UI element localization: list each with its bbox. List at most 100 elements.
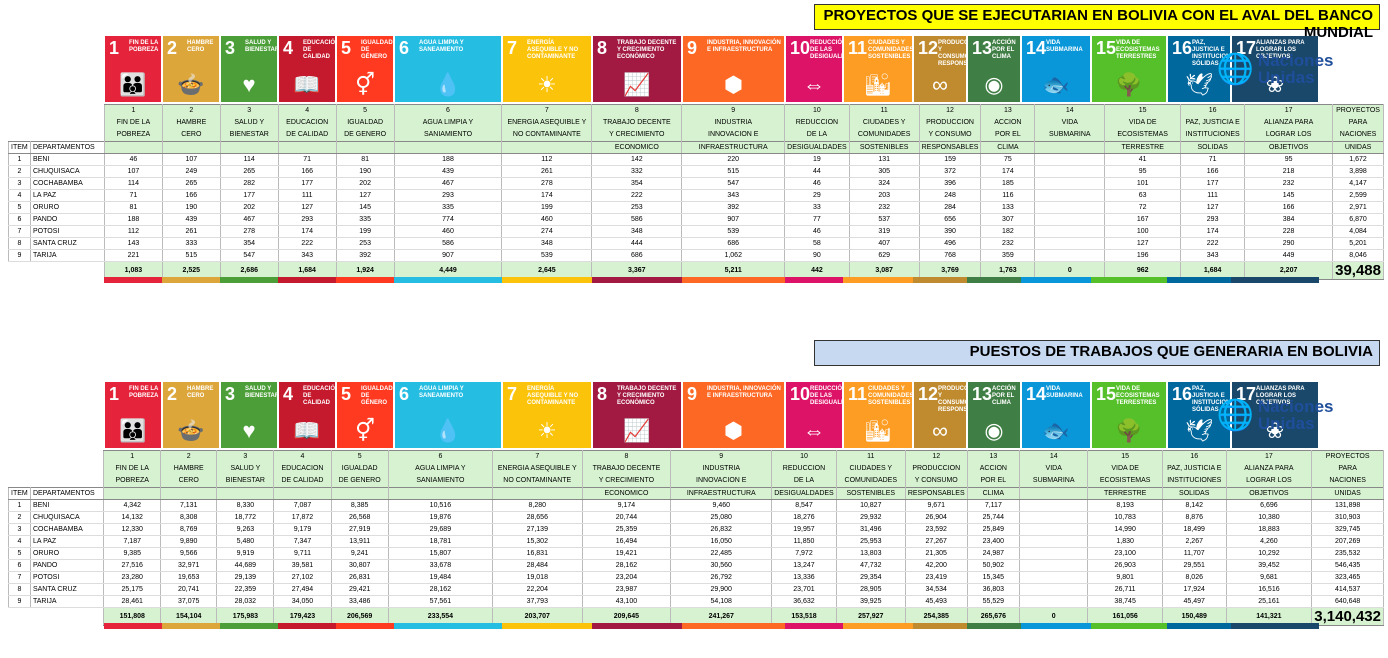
value-cell: 4,147 xyxy=(1332,177,1384,190)
sdg-title: ALIANZAS PARA LOGRAR LOS OBJETIVOS xyxy=(1256,40,1305,60)
value-cell: 81 xyxy=(103,201,163,214)
column-header-label: SOSTENIBLES xyxy=(848,141,920,154)
item-cell: 6 xyxy=(8,213,31,226)
value-cell: 19,653 xyxy=(160,571,218,584)
sdg-color-stripe xyxy=(162,623,220,629)
column-header-label: 12 xyxy=(918,104,982,117)
department-cell: SANTA CRUZ xyxy=(29,583,105,596)
sdg-title: PRODUCCIÓN Y CONSUMO RESPONSABLES xyxy=(938,386,966,413)
book-icon: 📖 xyxy=(293,418,321,443)
value-cell: 131,898 xyxy=(1311,499,1384,512)
item-cell: 2 xyxy=(8,165,31,178)
value-cell: 18,499 xyxy=(1161,523,1227,536)
sdg-color-stripe xyxy=(682,277,785,283)
column-header-label: PROYECTOS xyxy=(1311,450,1384,463)
total-cell: 1,684 xyxy=(277,261,337,280)
column-header-label: SOSTENIBLES xyxy=(835,487,906,500)
value-cell: 26,831 xyxy=(330,571,389,584)
value-cell: 9,671 xyxy=(904,499,968,512)
value-cell: 7,087 xyxy=(273,499,332,512)
column-header-label: BIENESTAR xyxy=(219,129,279,142)
rings-icon: ❀ xyxy=(1265,418,1285,443)
cubes-icon: ⬢ xyxy=(723,418,744,443)
city-icon: 🏙 xyxy=(864,418,892,443)
total-cell: 1,684 xyxy=(1180,261,1246,280)
column-header-label: CIUDADES Y xyxy=(835,463,906,475)
value-cell: 359 xyxy=(980,249,1036,262)
value-cell: 19,421 xyxy=(581,547,672,560)
column-header-label: 8 xyxy=(581,450,672,463)
column-header-label: INDUSTRIA xyxy=(681,117,786,129)
value-cell: 12,330 xyxy=(103,523,162,536)
sdg-title: PRODUCCIÓN Y CONSUMO RESPONSABLES xyxy=(938,40,966,67)
value-cell: 221 xyxy=(103,249,163,262)
sdg-7-tile: 7 ENERGÍA ASEQUIBLE Y NO CONTAMINANTE ☀ xyxy=(503,382,591,448)
sdg-2-tile: 2 HAMBRE CERO 🍲 xyxy=(163,382,219,448)
sdg-title: CIUDADES Y COMUNIDADES SOSTENIBLES xyxy=(868,40,912,60)
heartbeat-icon: ♥ xyxy=(242,72,256,97)
value-cell: 13,803 xyxy=(835,547,906,560)
value-cell: 278 xyxy=(501,177,593,190)
value-cell: 293 xyxy=(1180,213,1246,226)
column-header-label: 5 xyxy=(330,450,389,463)
value-cell: 203 xyxy=(848,189,920,202)
value-cell: 6,870 xyxy=(1332,213,1384,226)
column-header-label: ACCION xyxy=(980,117,1036,129)
sdg-number: 8 xyxy=(597,384,608,404)
value-cell: 329,745 xyxy=(1311,523,1384,536)
sdg-title: SALUD Y BIENESTAR xyxy=(245,40,277,53)
column-header-label: 13 xyxy=(980,104,1036,117)
value-cell: 43,100 xyxy=(581,595,672,608)
sdg-color-stripe xyxy=(502,277,592,283)
value-cell: 467 xyxy=(219,213,279,226)
value-cell: 37,075 xyxy=(160,595,218,608)
sdg-number: 4 xyxy=(283,384,294,404)
sdg-title: HAMBRE CERO xyxy=(187,40,214,53)
column-header-label: PROYECTOS xyxy=(1332,104,1384,117)
sdg-color-stripe xyxy=(1091,623,1167,629)
value-cell: 72 xyxy=(1104,201,1182,214)
value-cell: 133 xyxy=(980,201,1036,214)
sdg-number: 5 xyxy=(341,384,352,404)
column-header-label: DE LA xyxy=(771,475,837,488)
sdg-13-tile: 13 ACCIÓN POR EL CLIMA ◉ xyxy=(968,36,1020,102)
value-cell: 167 xyxy=(1104,213,1182,226)
value-cell: 332 xyxy=(591,165,683,178)
value-cell: 145 xyxy=(335,201,395,214)
value-cell: 222 xyxy=(591,189,683,202)
value-cell: 4,084 xyxy=(1332,225,1384,238)
value-cell: 177 xyxy=(277,177,337,190)
value-cell: 114 xyxy=(103,177,163,190)
column-header-label: 1 xyxy=(103,450,162,463)
value-cell: 166 xyxy=(1180,165,1246,178)
sdg-color-stripe xyxy=(592,277,682,283)
column-header-label xyxy=(492,487,583,500)
value-cell: 39,925 xyxy=(835,595,906,608)
value-cell: 28,162 xyxy=(581,559,672,572)
value-cell: 9,174 xyxy=(581,499,672,512)
column-header-label: INSTITUCIONES xyxy=(1180,129,1246,142)
column-header-label xyxy=(1019,487,1089,500)
value-cell: 54,108 xyxy=(670,595,773,608)
value-cell: 354 xyxy=(591,177,683,190)
value-cell: 348 xyxy=(501,237,593,250)
sdg-color-stripe xyxy=(220,623,278,629)
column-header-label: Y CRECIMIENTO xyxy=(591,129,683,142)
fish-icon: 🐟 xyxy=(1042,72,1070,97)
value-cell: 2,971 xyxy=(1332,201,1384,214)
total-cell: 3,087 xyxy=(848,261,920,280)
value-cell: 25,849 xyxy=(966,523,1021,536)
sdg-title: ENERGÍA ASEQUIBLE Y NO CONTAMINANTE xyxy=(527,386,579,406)
column-header-label: 4 xyxy=(277,104,337,117)
header-row: POBREZA CERO BIENESTAR DE CALIDAD DE GENERO S… xyxy=(8,129,1384,142)
column-header-label: INFRAESTRUCTURA xyxy=(681,141,786,154)
value-cell xyxy=(1034,153,1106,166)
sdg-number: 10 xyxy=(790,384,811,404)
value-cell xyxy=(1019,571,1089,584)
value-cell: 33,486 xyxy=(330,595,389,608)
column-header-label: PRODUCCION xyxy=(918,117,982,129)
value-cell: 39,452 xyxy=(1225,559,1313,572)
value-cell: 7,972 xyxy=(771,547,837,560)
value-cell: 8,142 xyxy=(1161,499,1227,512)
value-cell: 190 xyxy=(161,201,221,214)
